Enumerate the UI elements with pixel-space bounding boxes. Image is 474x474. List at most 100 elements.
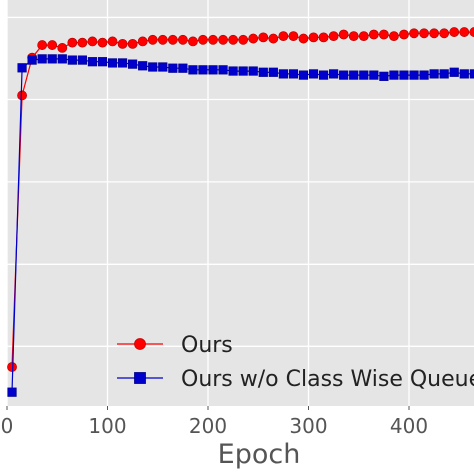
- series-1-point-20: [208, 65, 218, 75]
- series-0-point-26: [268, 33, 279, 44]
- series-1-point-39: [399, 70, 409, 80]
- series-0-point-38: [389, 31, 399, 42]
- x-tick-label-2: 200: [189, 414, 227, 438]
- series-1-point-33: [339, 70, 349, 80]
- series-1-point-35: [359, 70, 369, 80]
- series-0-point-33: [338, 29, 349, 40]
- series-0-point-7: [77, 37, 88, 48]
- series-1-point-9: [97, 57, 108, 67]
- series-0-point-6: [67, 37, 78, 48]
- series-1-point-45: [459, 69, 469, 79]
- series-1-point-23: [238, 66, 248, 76]
- series-1-point-11: [117, 58, 128, 68]
- x-tick-label-1: 100: [88, 414, 126, 438]
- series-1-point-36: [369, 70, 379, 80]
- series-1-point-5: [57, 54, 67, 64]
- series-1-point-46: [469, 69, 474, 79]
- series-0-point-11: [117, 38, 128, 49]
- legend-marker-ours: [134, 338, 146, 350]
- series-1-point-24: [248, 66, 258, 76]
- series-1-point-26: [268, 67, 278, 77]
- series-0-point-15: [157, 34, 168, 45]
- legend-label-ours-wo-queue: Ours w/o Class Wise Queue: [181, 367, 474, 392]
- series-0-point-27: [278, 31, 289, 42]
- series-0-point-13: [137, 36, 148, 47]
- legend-label-ours: Ours: [181, 333, 233, 358]
- series-0-point-35: [358, 31, 369, 42]
- series-0-point-41: [419, 28, 429, 39]
- series-0-point-39: [399, 29, 409, 40]
- series-0-point-17: [177, 34, 188, 45]
- series-0-point-42: [429, 28, 440, 39]
- x-tick-label-4: 400: [390, 414, 428, 438]
- legend: Ours Ours w/o Class Wise Queue: [117, 333, 474, 392]
- series-1-point-4: [47, 54, 57, 64]
- series-0-point-36: [368, 29, 379, 40]
- series-0-point-4: [47, 40, 58, 50]
- series-0-point-43: [439, 28, 450, 39]
- series-0-point-5: [57, 43, 68, 53]
- series-1-point-42: [429, 69, 439, 79]
- series-1-point-15: [158, 62, 168, 72]
- series-1-point-29: [298, 70, 309, 80]
- series-1-point-22: [228, 66, 238, 76]
- series-0-point-0: [7, 362, 17, 372]
- series-1-point-19: [198, 65, 208, 75]
- series-0-point-31: [318, 32, 329, 43]
- series-1-point-13: [138, 61, 148, 71]
- series-0-point-45: [459, 27, 470, 37]
- series-0-point-3: [37, 40, 48, 50]
- series-1-point-31: [318, 70, 329, 80]
- series-0-point-20: [208, 34, 218, 45]
- x-axis-label: Epoch: [218, 439, 301, 470]
- series-1-point-37: [379, 71, 389, 81]
- series-1-point-2: [27, 55, 37, 65]
- plot-background: [7, 0, 474, 406]
- series-0-point-19: [198, 34, 208, 45]
- series-1-point-44: [449, 67, 459, 77]
- legend-marker-ours-wo-queue: [134, 372, 146, 384]
- series-0-point-24: [248, 33, 259, 44]
- series-1-point-16: [168, 63, 178, 73]
- series-1-point-43: [439, 69, 449, 79]
- series-1-point-12: [128, 59, 138, 69]
- series-0-point-30: [308, 32, 319, 43]
- series-1-point-17: [178, 63, 188, 73]
- series-1-point-8: [87, 57, 98, 67]
- series-0-point-40: [409, 28, 419, 39]
- series-1-point-3: [37, 54, 47, 64]
- x-tick-label-0: 0: [1, 414, 14, 438]
- series-0-point-8: [87, 36, 98, 47]
- series-1-point-25: [258, 67, 268, 77]
- series-0-point-1: [17, 90, 27, 101]
- series-1-point-21: [218, 65, 228, 75]
- series-0-point-18: [188, 36, 198, 47]
- series-1-point-7: [77, 55, 87, 65]
- series-0-point-25: [258, 32, 269, 43]
- series-0-point-46: [469, 27, 474, 37]
- series-0-point-29: [298, 33, 309, 44]
- series-0-point-10: [107, 36, 118, 47]
- series-1-point-38: [389, 70, 399, 80]
- series-0-point-23: [238, 34, 249, 45]
- series-1-point-0: [7, 387, 17, 397]
- series-0-point-28: [288, 31, 299, 42]
- series-1-point-34: [349, 70, 359, 80]
- series-1-point-14: [148, 62, 158, 72]
- series-0-point-32: [328, 31, 339, 42]
- series-0-point-44: [449, 27, 460, 37]
- series-1-point-28: [288, 69, 299, 79]
- x-tick-label-3: 300: [289, 414, 327, 438]
- series-1-point-10: [107, 58, 118, 68]
- series-layer: [7, 27, 474, 397]
- series-1-point-6: [67, 55, 77, 65]
- series-0-point-12: [127, 38, 138, 49]
- series-0-point-16: [167, 34, 178, 45]
- series-0-point-22: [228, 34, 239, 45]
- series-1-point-40: [409, 70, 419, 80]
- series-1-point-1: [17, 63, 27, 73]
- series-0-point-21: [218, 34, 228, 45]
- series-1-point-30: [308, 69, 319, 79]
- series-1-point-18: [188, 65, 198, 75]
